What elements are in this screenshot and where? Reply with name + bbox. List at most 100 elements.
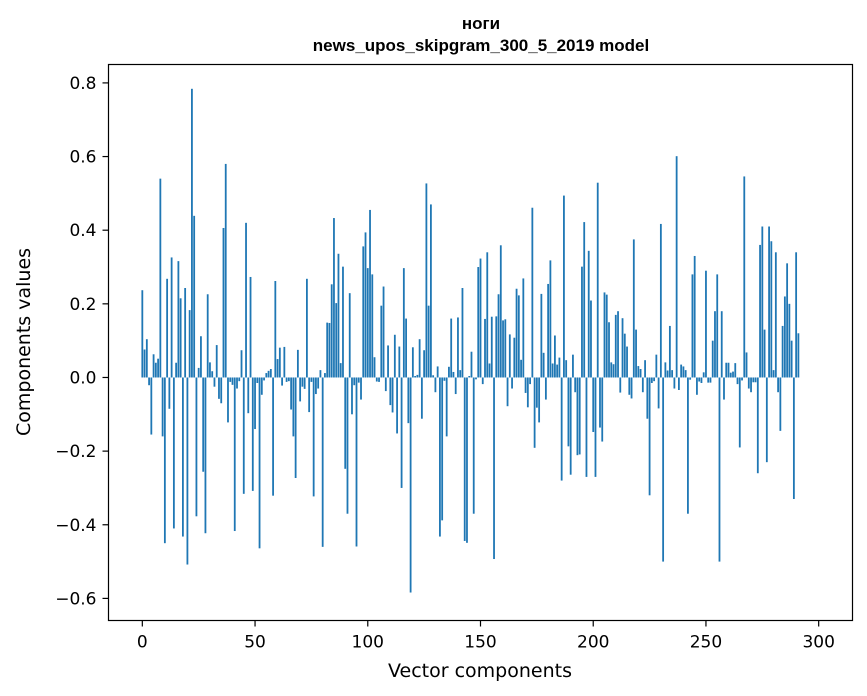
bar [308, 377, 311, 413]
bar [497, 294, 500, 378]
bar [328, 322, 331, 378]
bar [513, 337, 516, 378]
bar [576, 377, 579, 456]
bar [150, 377, 153, 435]
bar [375, 377, 378, 382]
bar [774, 252, 777, 378]
bar [628, 377, 631, 395]
bar [463, 377, 466, 541]
bar [224, 163, 227, 378]
bar [274, 281, 277, 378]
bar [240, 350, 243, 378]
bar [423, 350, 426, 378]
bar [294, 377, 297, 478]
bar [296, 349, 299, 378]
bar [732, 371, 734, 378]
bar [750, 377, 752, 393]
bar [378, 377, 380, 382]
bar [596, 182, 599, 378]
bar [524, 377, 527, 393]
bar [193, 215, 196, 378]
bar [689, 377, 692, 380]
bar [578, 377, 581, 455]
bar [436, 366, 439, 378]
bar [344, 377, 347, 469]
bar [215, 345, 218, 378]
bar [430, 204, 432, 378]
bar [263, 377, 265, 381]
bar [696, 377, 698, 395]
bar [177, 261, 180, 378]
bars-group [141, 88, 800, 593]
bar [675, 156, 678, 378]
bar [452, 371, 455, 378]
bar [206, 294, 209, 378]
bar [718, 377, 721, 562]
bar [741, 377, 743, 381]
bar [204, 377, 207, 534]
bar [630, 377, 633, 399]
bar [324, 373, 326, 378]
bar [734, 363, 737, 378]
bar [723, 377, 725, 400]
bar [191, 88, 193, 378]
bar [152, 354, 155, 378]
bar [310, 377, 313, 382]
bar [662, 377, 665, 562]
bar [154, 362, 157, 378]
bar [682, 366, 685, 378]
bar [621, 318, 624, 378]
bar [353, 377, 356, 386]
bar [599, 377, 601, 428]
bar [650, 377, 653, 383]
bar [493, 377, 495, 560]
bar [720, 311, 723, 378]
bar [515, 288, 518, 378]
y-axis-label: Components values [13, 248, 35, 436]
bar [281, 377, 283, 386]
bar [450, 318, 453, 378]
bar [608, 322, 610, 378]
bar [175, 362, 178, 378]
bar [502, 320, 504, 378]
bar [227, 377, 229, 423]
bar [416, 374, 419, 378]
bar [646, 377, 649, 419]
bar [768, 226, 770, 378]
y-tick-label: −0.4 [55, 516, 96, 536]
bar [439, 377, 441, 537]
bar [639, 369, 642, 378]
bar [188, 310, 191, 378]
bar [736, 377, 739, 385]
x-tick-label: 50 [244, 633, 266, 653]
bar [222, 227, 225, 378]
bar [655, 354, 658, 378]
bar [141, 290, 144, 378]
bar [306, 278, 308, 378]
bar [529, 377, 531, 385]
bar [479, 258, 482, 378]
bar [468, 376, 471, 378]
bar [648, 377, 651, 496]
bar [373, 357, 376, 378]
bar [168, 377, 171, 409]
bar [346, 377, 349, 514]
bar [632, 239, 635, 378]
bar [702, 372, 705, 378]
bar [405, 318, 407, 378]
bar [213, 377, 216, 387]
bar [727, 362, 730, 378]
bar [754, 377, 757, 383]
bar [303, 377, 306, 389]
bar [272, 377, 274, 496]
bar [443, 377, 446, 381]
bar [563, 195, 565, 378]
bar [619, 377, 622, 393]
bar [626, 346, 628, 378]
bar [772, 370, 775, 378]
bar [565, 360, 568, 378]
bar [283, 346, 286, 378]
y-axis-ticks: −0.6 −0.4 −0.2 0.0 0.2 0.4 0.6 0.8 [55, 74, 109, 609]
bar [581, 266, 583, 378]
bar [641, 377, 644, 393]
